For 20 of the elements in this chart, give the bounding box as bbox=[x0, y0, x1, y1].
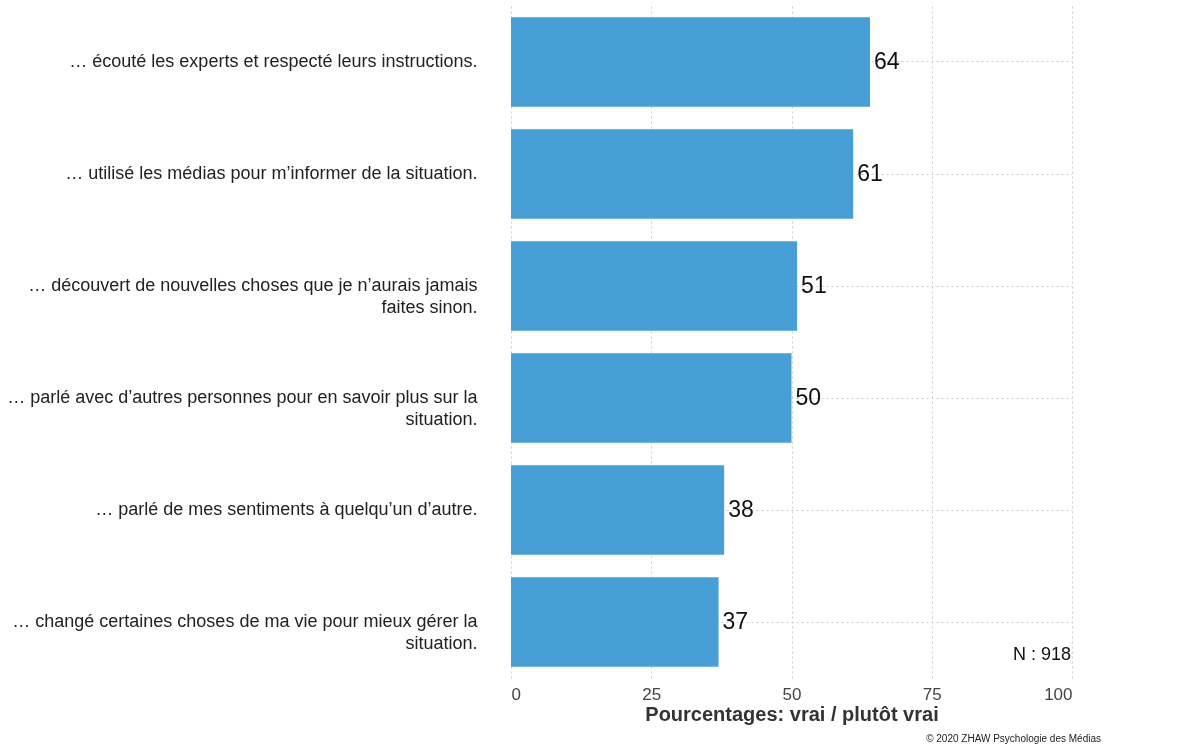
x-tick-label: 100 bbox=[1044, 684, 1073, 704]
y-tick-label: … changé certaines choses de ma vie pour mieux gérer la situation. bbox=[12, 611, 479, 653]
data-label: 61 bbox=[857, 160, 883, 186]
y-tick-label: … écouté les experts et respecté leurs instructions. bbox=[69, 51, 478, 71]
data-label: 37 bbox=[722, 608, 749, 634]
data-label: 50 bbox=[795, 384, 822, 410]
data-label: 38 bbox=[728, 496, 754, 522]
data-label: 64 bbox=[874, 48, 900, 74]
text: © 2020 ZHAW Psychologie des Médias bbox=[926, 733, 1101, 744]
y-tick-label: … parlé de mes sentiments à quelqu’un d’autre. bbox=[95, 499, 478, 519]
x-tick-label: 50 bbox=[782, 684, 802, 704]
y-tick-label: … utilisé les médias pour m’informer de la situation. bbox=[65, 163, 478, 183]
annotation: N : 918 bbox=[1012, 644, 1071, 664]
x-tick-label: 25 bbox=[642, 684, 662, 704]
x-tick-label: 75 bbox=[922, 684, 942, 704]
x-tick-label: 0 bbox=[511, 684, 521, 704]
x-axis-title: Pourcentages: vrai / plutôt vrai bbox=[645, 702, 939, 725]
y-tick-label: … découvert de nouvelles choses que je n’aurais jamais faites sinon. bbox=[28, 275, 478, 317]
data-label: 51 bbox=[801, 272, 827, 298]
y-tick-label: … parlé avec d’autres personnes pour en savoir plus sur la situation. bbox=[7, 387, 479, 429]
